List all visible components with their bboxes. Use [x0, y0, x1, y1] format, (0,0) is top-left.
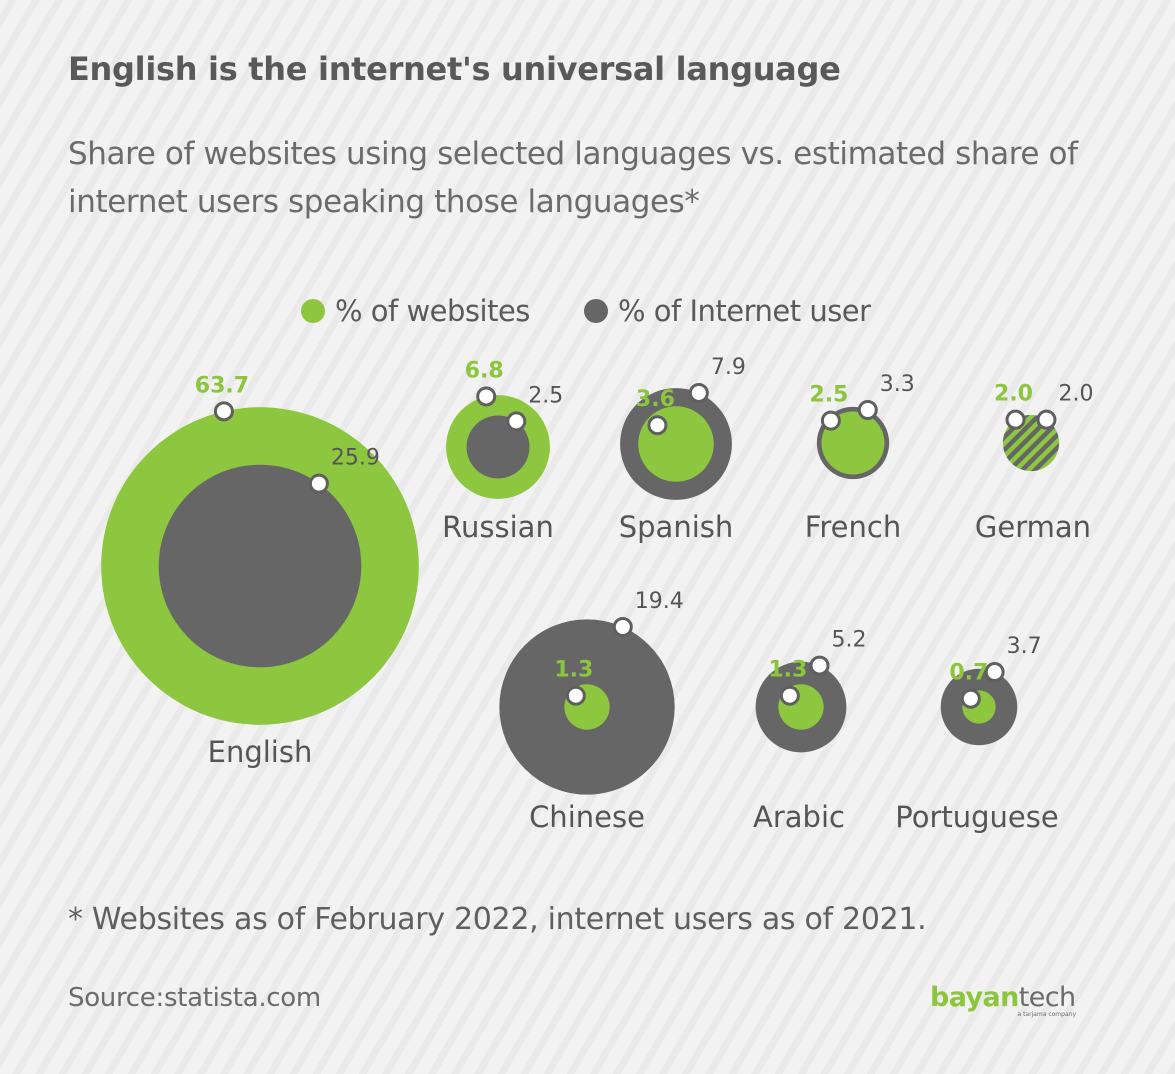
english-users-marker [308, 473, 329, 494]
french-label: French [805, 510, 901, 544]
russian-users-value: 2.5 [528, 383, 563, 408]
brand-name: bayantech [930, 982, 1090, 1014]
spanish-users-marker [688, 382, 709, 403]
french-users-marker [857, 400, 878, 421]
spanish-websites-marker [647, 415, 668, 436]
arabic-users-marker [809, 655, 830, 676]
english-websites-value: 63.7 [195, 373, 249, 398]
russian-label: Russian [442, 510, 554, 544]
chinese-label: Chinese [529, 800, 645, 834]
brand-logo: bayantech a tarjama company [930, 982, 1090, 1018]
legend-websites-dot [301, 299, 325, 323]
german-users-value: 2.0 [1058, 382, 1093, 407]
spanish-users-value: 7.9 [711, 355, 746, 380]
german-label: German [975, 510, 1091, 544]
french-users-value: 3.3 [880, 372, 915, 397]
arabic-users-value: 5.2 [832, 628, 867, 653]
english-label: English [208, 735, 313, 769]
legend-users-label: % of Internet user [618, 294, 871, 328]
german-websites-marker [1005, 409, 1026, 430]
legend-websites: % of websites [301, 294, 530, 328]
portuguese-users-value: 3.7 [1007, 634, 1042, 659]
arabic-websites-marker [779, 685, 800, 706]
portuguese-websites-marker [960, 688, 981, 709]
brand-name-part1: bayan [930, 982, 1019, 1013]
legend-websites-label: % of websites [335, 294, 530, 328]
chinese-websites-marker [565, 685, 586, 706]
english-websites-marker [213, 401, 234, 422]
french-websites-value: 2.5 [809, 383, 848, 408]
russian-bubble-users [466, 415, 530, 479]
spanish-label: Spanish [619, 510, 734, 544]
arabic-websites-value: 1.3 [768, 658, 807, 683]
russian-users-marker [506, 411, 527, 432]
portuguese-users-marker [984, 662, 1005, 683]
portuguese-websites-value: 0.7 [949, 661, 988, 686]
french-websites-marker [820, 410, 841, 431]
chart-subtitle: Share of websites using selected languag… [68, 136, 1078, 220]
english-bubble-users [158, 464, 362, 668]
arabic-label: Arabic [753, 800, 845, 834]
legend-users-dot [584, 299, 608, 323]
spanish-websites-value: 3.6 [636, 387, 675, 412]
footnote: * Websites as of February 2022, internet… [68, 902, 927, 937]
english-users-value: 25.9 [331, 446, 380, 471]
legend-users: % of Internet user [584, 294, 871, 328]
german-users-marker [1036, 409, 1057, 430]
chinese-users-marker [612, 616, 633, 637]
chart-title: English is the internet's universal lang… [68, 50, 841, 88]
chinese-websites-value: 1.3 [554, 658, 593, 683]
brand-name-part2: tech [1018, 982, 1076, 1013]
russian-websites-value: 6.8 [465, 358, 504, 383]
brand-tagline: a tarjama company [1017, 1011, 1076, 1018]
spanish-bubble-websites [638, 406, 714, 482]
source-text: Source:statista.com [68, 983, 321, 1013]
portuguese-label: Portuguese [895, 800, 1058, 834]
chinese-users-value: 19.4 [635, 589, 684, 614]
german-websites-value: 2.0 [994, 382, 1033, 407]
russian-websites-marker [476, 386, 497, 407]
